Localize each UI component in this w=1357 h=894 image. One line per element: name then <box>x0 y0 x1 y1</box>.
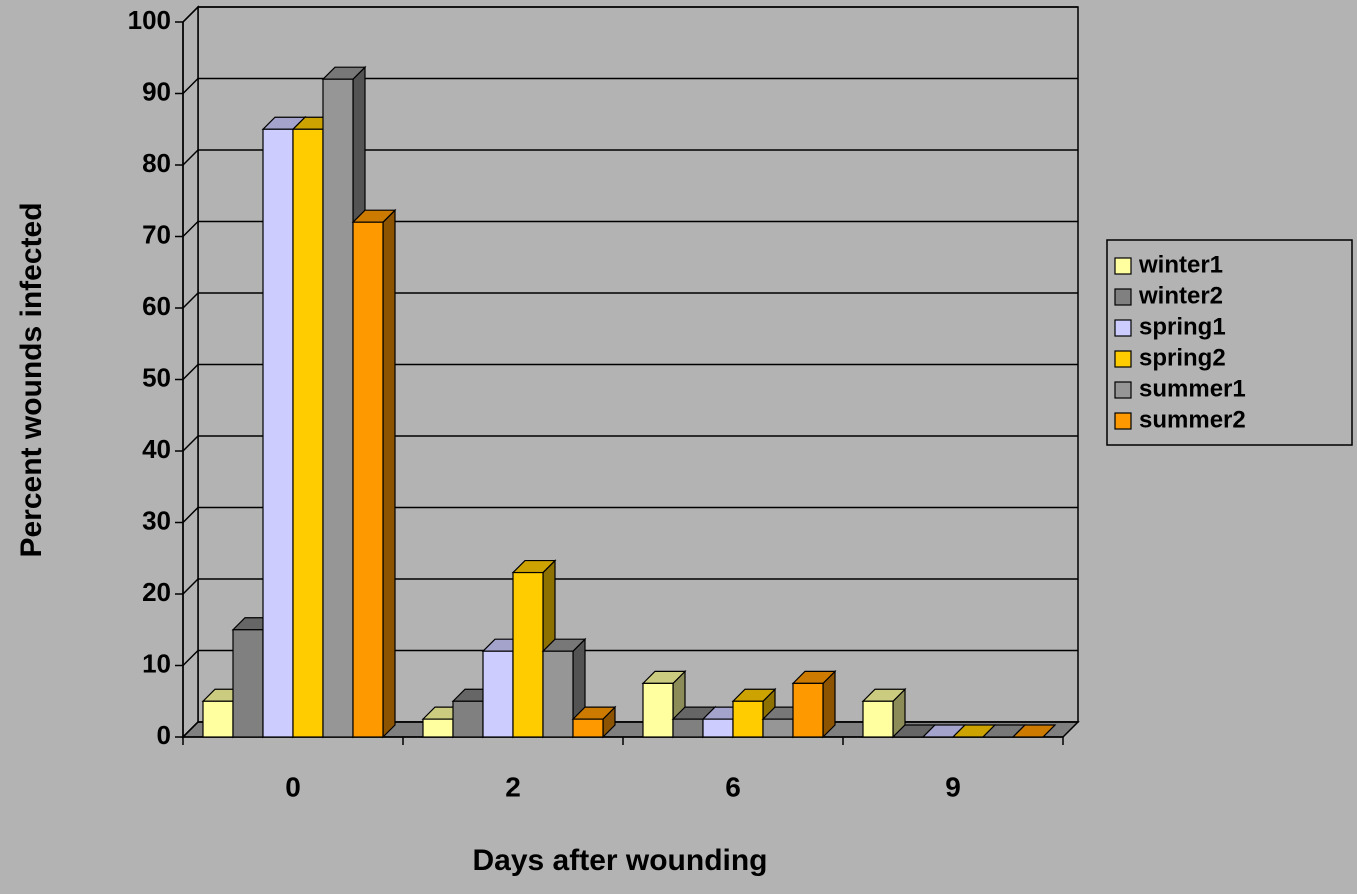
bar-front <box>642 682 674 738</box>
grid-line <box>182 220 199 238</box>
y-tick-label: 70 <box>142 219 171 249</box>
bar-front <box>512 571 544 738</box>
grid-line <box>182 578 199 595</box>
grid-line <box>182 149 199 166</box>
bar <box>511 559 557 739</box>
legend-label: summer2 <box>1139 406 1246 433</box>
x-axis-title: Days after wounding <box>472 844 767 877</box>
grid-line <box>182 649 199 667</box>
legend-label: spring2 <box>1139 344 1226 371</box>
bar-front <box>262 128 294 738</box>
bar <box>731 687 777 739</box>
bar-front <box>202 700 234 738</box>
y-tick-label: 90 <box>142 76 171 106</box>
bar-front <box>862 700 894 738</box>
bar-front <box>702 718 734 738</box>
legend-label: spring1 <box>1139 313 1226 340</box>
bar-front <box>542 650 574 738</box>
bar <box>541 637 587 739</box>
y-tick-label: 100 <box>128 5 171 35</box>
bar-front <box>452 700 484 738</box>
bar-front <box>732 700 764 738</box>
grid-line <box>182 435 199 452</box>
bar-front <box>322 78 354 738</box>
legend-swatch <box>1114 288 1132 306</box>
legend-swatch <box>1114 257 1132 275</box>
legend-swatch <box>1114 350 1132 368</box>
bar-front <box>232 629 264 738</box>
x-tick-label: 6 <box>725 771 741 802</box>
grid-line <box>182 6 199 23</box>
x-tick-label: 9 <box>945 771 961 802</box>
legend-label: summer1 <box>1139 375 1246 402</box>
y-axis-title: Percent wounds infected <box>15 202 48 557</box>
legend-swatch <box>1114 412 1132 430</box>
bar-top <box>1011 724 1057 738</box>
x-tick-label: 0 <box>285 771 301 802</box>
y-tick-label: 0 <box>157 720 171 750</box>
legend-label: winter2 <box>1138 282 1223 309</box>
grid-line <box>182 292 199 309</box>
bar-front <box>422 718 454 738</box>
legend-swatch <box>1114 319 1132 337</box>
legend-box <box>1106 239 1353 446</box>
grid-line <box>182 77 199 95</box>
bar-front <box>672 718 704 738</box>
bar <box>1011 724 1057 738</box>
grid-line <box>182 363 199 381</box>
grid-line <box>182 721 199 738</box>
y-tick-label: 60 <box>142 291 171 321</box>
y-tick-label: 50 <box>142 362 171 392</box>
x-tick-label: 2 <box>505 771 521 802</box>
bar <box>351 208 397 739</box>
y-tick-label: 20 <box>142 577 171 607</box>
y-tick-label: 10 <box>142 648 171 678</box>
legend-label: winter1 <box>1138 251 1223 278</box>
bar-front <box>792 682 824 738</box>
bar <box>571 705 617 739</box>
bar <box>861 687 907 739</box>
y-tick-label: 40 <box>142 434 171 464</box>
bar-side <box>382 208 396 739</box>
bar-front <box>292 128 324 738</box>
bar-front <box>352 221 384 738</box>
bar-front <box>572 718 604 738</box>
bar <box>791 669 837 739</box>
grid-line <box>182 506 199 524</box>
bar-front <box>482 650 514 738</box>
y-tick-label: 80 <box>142 148 171 178</box>
bar-front <box>762 718 794 738</box>
y-tick-label: 30 <box>142 505 171 535</box>
legend-swatch <box>1114 381 1132 399</box>
